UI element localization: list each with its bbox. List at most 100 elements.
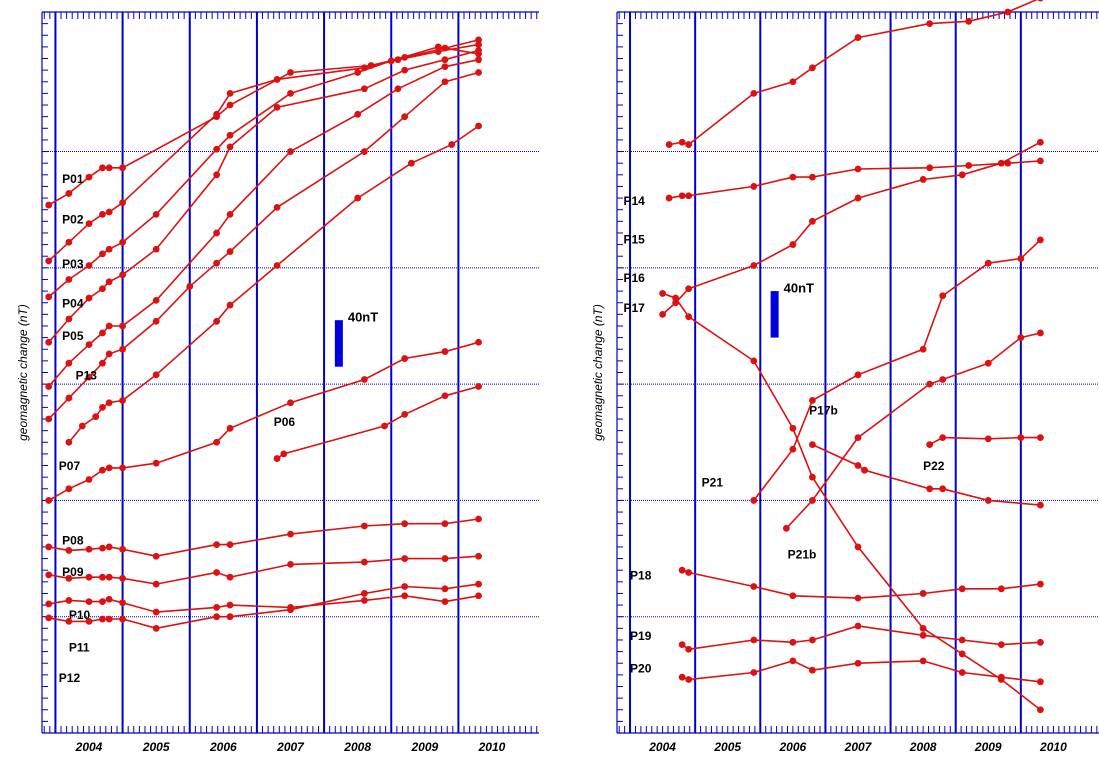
series-p18-point bbox=[750, 583, 758, 590]
series-p10-point bbox=[85, 573, 93, 581]
series-p21-point bbox=[1017, 255, 1025, 262]
series-p06-point bbox=[381, 422, 388, 430]
series-p12-label: P12 bbox=[59, 671, 81, 685]
series-p12-point bbox=[441, 585, 449, 593]
right-x-tick-label-2010: 2010 bbox=[1039, 740, 1067, 754]
series-p13-line bbox=[48, 71, 479, 420]
series-p15-point bbox=[665, 194, 673, 202]
series-p21b-point bbox=[926, 380, 934, 388]
series-p07-label: P07 bbox=[59, 459, 81, 473]
series-p21-point bbox=[984, 259, 992, 267]
series-p15-point bbox=[678, 192, 686, 200]
series-p20-label: P20 bbox=[630, 662, 652, 676]
series-p10-point bbox=[441, 555, 449, 562]
series-p16-point bbox=[685, 285, 693, 293]
series-p20-point bbox=[685, 676, 693, 683]
series-p08-point bbox=[401, 355, 409, 362]
series-p21-point bbox=[809, 397, 816, 404]
series-p11-point bbox=[119, 599, 126, 607]
series-p12-point bbox=[401, 583, 409, 590]
series-p02-point bbox=[475, 41, 482, 48]
series-p15-point bbox=[926, 164, 934, 172]
series-p20-point bbox=[678, 673, 686, 681]
series-p03-point bbox=[152, 210, 160, 218]
series-p11-point bbox=[99, 598, 106, 605]
series-p04-point bbox=[65, 315, 73, 323]
series-p01-point bbox=[45, 201, 53, 209]
series-p06-point bbox=[441, 392, 449, 400]
series-p09-point bbox=[226, 541, 234, 549]
right-x-tick-label-2005: 2005 bbox=[713, 740, 741, 754]
series-p13-point bbox=[441, 78, 449, 86]
series-p07-point bbox=[105, 399, 113, 407]
series-p11-point bbox=[441, 598, 449, 605]
series-p05-point bbox=[152, 297, 160, 304]
series-p17-line bbox=[662, 292, 1041, 711]
left-x-tick-label-2008: 2008 bbox=[343, 740, 371, 754]
series-p05-point bbox=[105, 322, 113, 330]
series-p05-point bbox=[213, 229, 221, 237]
series-p07-point bbox=[119, 397, 126, 404]
left-scale-bar-label: 40nT bbox=[348, 309, 378, 324]
series-p10-point bbox=[65, 574, 73, 582]
series-p03-point bbox=[65, 276, 73, 283]
series-p21-point bbox=[854, 371, 862, 379]
series-p04-point bbox=[105, 278, 113, 286]
series-p20-point bbox=[919, 657, 927, 665]
left-x-tick-label-2007: 2007 bbox=[276, 740, 305, 754]
series-p04-point bbox=[152, 245, 160, 253]
series-p09-point bbox=[213, 541, 221, 549]
series-p10-point bbox=[213, 569, 221, 576]
series-p16-point bbox=[809, 217, 816, 225]
series-p18-point bbox=[789, 592, 797, 600]
series-p04-line bbox=[48, 49, 479, 343]
series-p01-label: P01 bbox=[62, 172, 84, 186]
series-p14-point bbox=[685, 141, 693, 148]
series-p04-point bbox=[441, 56, 449, 64]
series-p20-point bbox=[854, 659, 862, 667]
series-p18-point bbox=[678, 566, 686, 574]
series-p20-point bbox=[789, 657, 797, 665]
series-p12-point bbox=[65, 617, 73, 625]
series-p10-point bbox=[287, 560, 294, 568]
series-p18-point bbox=[958, 585, 966, 593]
series-p14-point bbox=[750, 90, 758, 97]
series-p01-point bbox=[85, 173, 93, 181]
series-p05-point bbox=[354, 110, 362, 118]
series-p21-point bbox=[919, 345, 927, 353]
series-p03-point bbox=[85, 262, 93, 269]
series-p03-label: P03 bbox=[62, 257, 84, 271]
series-p13-point bbox=[226, 248, 234, 255]
series-p22-point bbox=[939, 434, 947, 442]
series-p07-point bbox=[448, 141, 456, 148]
series-p19-point bbox=[958, 636, 966, 644]
series-p08-point bbox=[226, 424, 234, 432]
series-p12-point bbox=[119, 615, 126, 623]
series-p02-point bbox=[119, 199, 126, 207]
series-p03-point bbox=[119, 238, 126, 246]
series-p08-point bbox=[45, 497, 53, 504]
right-x-tick-label-2009: 2009 bbox=[974, 740, 1002, 754]
series-p03-line bbox=[48, 46, 479, 298]
series-p02-point bbox=[226, 90, 234, 97]
series-p10-point bbox=[152, 580, 160, 588]
series-p03-point bbox=[287, 90, 294, 97]
series-p07-point bbox=[65, 438, 73, 446]
series-p21-line bbox=[753, 239, 1041, 501]
series-p16-point bbox=[789, 241, 797, 248]
left-x-tick-label-2010: 2010 bbox=[478, 740, 506, 754]
series-p04-point bbox=[213, 171, 221, 179]
series-p10-point bbox=[105, 573, 113, 581]
series-p04-point bbox=[273, 103, 281, 111]
series-p17b-label: P17b bbox=[809, 403, 838, 417]
series-p17b-point bbox=[1036, 501, 1044, 509]
series-p12-point bbox=[105, 615, 113, 623]
series-p05-point bbox=[45, 383, 53, 390]
series-p11-point bbox=[85, 598, 93, 605]
series-p16-point bbox=[854, 194, 862, 202]
series-p13-point bbox=[105, 350, 113, 358]
series-p20-point bbox=[958, 669, 966, 676]
series-p21-point bbox=[750, 497, 758, 504]
series-p09-point bbox=[99, 544, 106, 552]
series-p14-point bbox=[809, 64, 816, 72]
